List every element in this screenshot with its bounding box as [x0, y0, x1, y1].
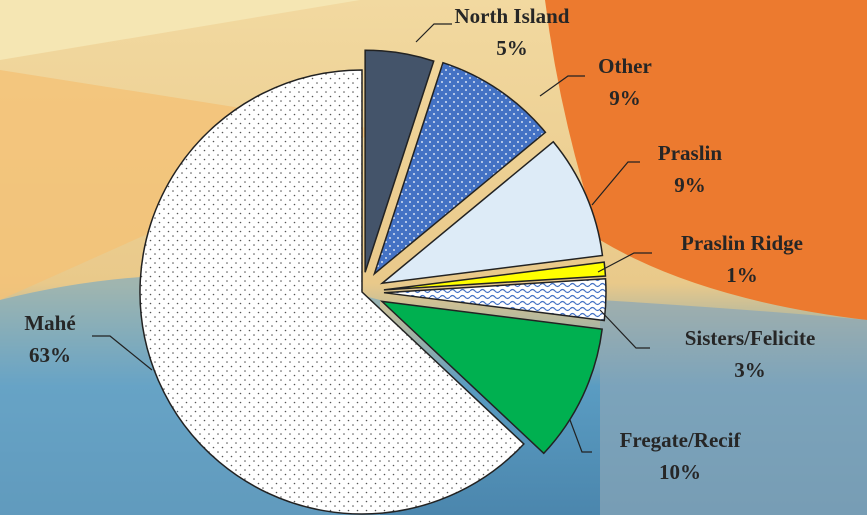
slice-label: Praslin — [658, 141, 722, 165]
chart: North Island 5% Other 9% Praslin 9% Praslin Ri… — [0, 0, 867, 515]
value-label: 1% — [726, 263, 758, 287]
slice-label: Fregate/Recif — [620, 428, 742, 452]
slice-label: Sisters/Felicite — [685, 326, 816, 350]
value-label: 5% — [496, 36, 528, 60]
value-label: 9% — [674, 173, 706, 197]
value-label: 10% — [659, 460, 701, 484]
slice-label: Other — [598, 54, 652, 78]
value-label: 3% — [734, 358, 766, 382]
value-label: 63% — [29, 343, 71, 367]
slice-label: North Island — [455, 4, 570, 28]
page: {"chart_data": {"type": "pie", "categori… — [0, 0, 867, 515]
slice-label: Mahé — [24, 311, 75, 335]
slice-label: Praslin Ridge — [681, 231, 803, 255]
value-label: 9% — [609, 86, 641, 110]
